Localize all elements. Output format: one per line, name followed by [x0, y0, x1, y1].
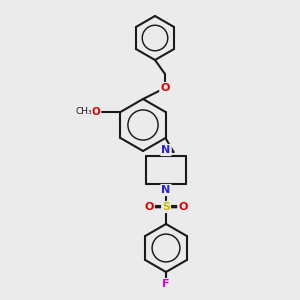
Text: O: O [178, 202, 188, 212]
Text: S: S [162, 202, 170, 212]
Text: O: O [144, 202, 154, 212]
Text: =: = [154, 202, 162, 212]
Text: =: = [170, 202, 178, 212]
Text: N: N [161, 185, 171, 195]
Text: F: F [162, 279, 170, 289]
Text: CH₃: CH₃ [75, 107, 92, 116]
Text: O: O [160, 83, 170, 93]
Text: N: N [161, 145, 171, 155]
Text: O: O [91, 107, 100, 117]
